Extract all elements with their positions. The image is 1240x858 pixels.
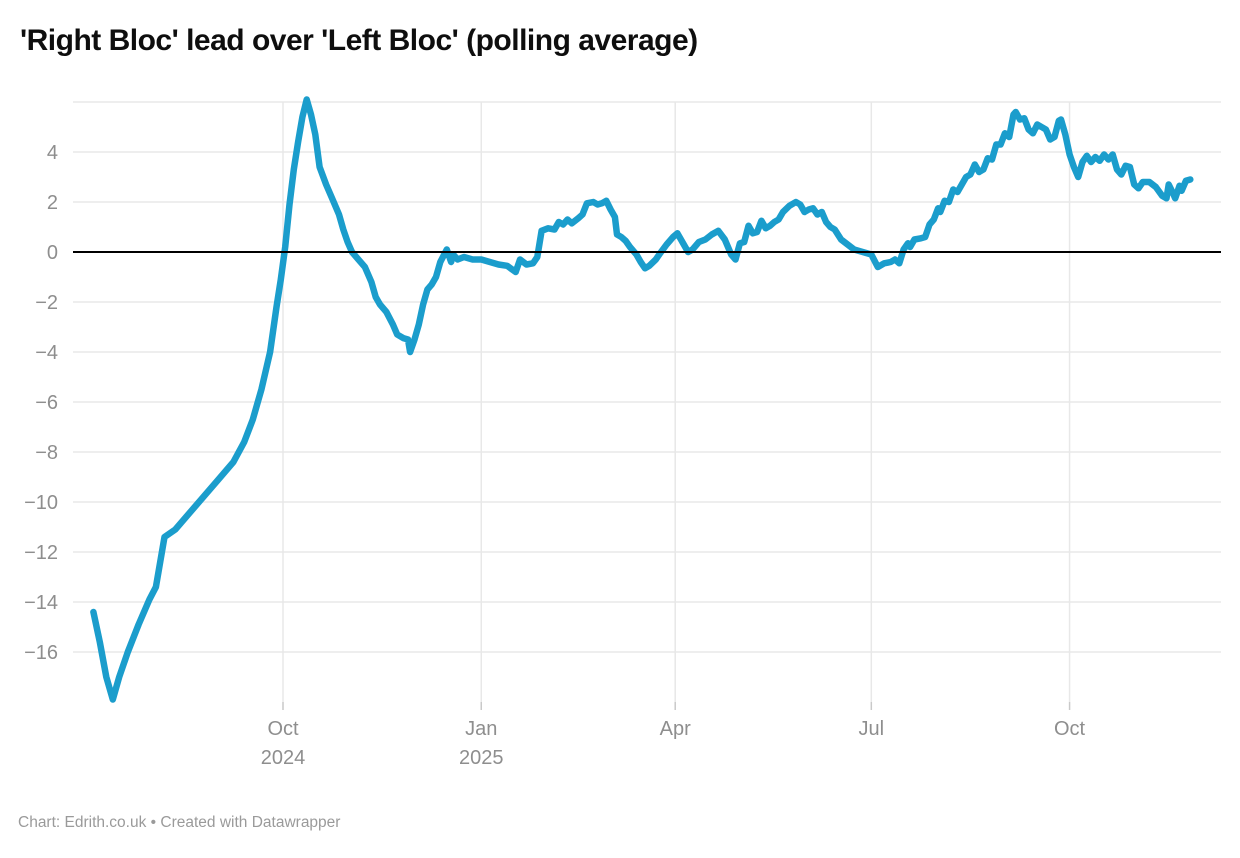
y-tick-label: −8 <box>35 442 58 464</box>
y-tick-label: −16 <box>24 642 58 664</box>
polling-line-chart: 4 2 0 −2 −4 −6 −8 −10 −12 −14 −16 Oct 2024 Jan 2025 Apr… <box>24 96 1221 769</box>
x-tick-label: Oct <box>267 718 299 740</box>
chart-credit: Chart: Edrith.co.uk • Created with Dataw… <box>18 814 341 831</box>
x-tick-year-label: 2025 <box>459 747 504 769</box>
polling-average-line <box>90 96 1194 703</box>
x-tick-label: Apr <box>660 718 691 740</box>
y-tick-label: −12 <box>24 542 58 564</box>
x-axis-labels: Oct 2024 Jan 2025 Apr Jul Oct <box>261 718 1086 769</box>
y-axis-labels: 4 2 0 −2 −4 −6 −8 −10 −12 −14 −16 <box>24 142 58 664</box>
y-tick-label: −6 <box>35 392 58 414</box>
x-tick-year-label: 2024 <box>261 747 306 769</box>
y-tick-label: 4 <box>47 142 58 164</box>
chart-title: 'Right Bloc' lead over 'Left Bloc' (poll… <box>20 24 698 57</box>
x-tick-label: Jan <box>465 718 497 740</box>
y-tick-label: 0 <box>47 242 58 264</box>
y-gridlines <box>73 101 1221 653</box>
x-tick-label: Jul <box>859 718 885 740</box>
y-tick-label: −10 <box>24 492 58 514</box>
y-tick-label: 2 <box>47 192 58 214</box>
x-tick-label: Oct <box>1054 718 1086 740</box>
x-gridlines <box>282 102 1071 710</box>
y-tick-label: −14 <box>24 592 58 614</box>
y-tick-label: −4 <box>35 342 58 364</box>
y-tick-label: −2 <box>35 292 58 314</box>
